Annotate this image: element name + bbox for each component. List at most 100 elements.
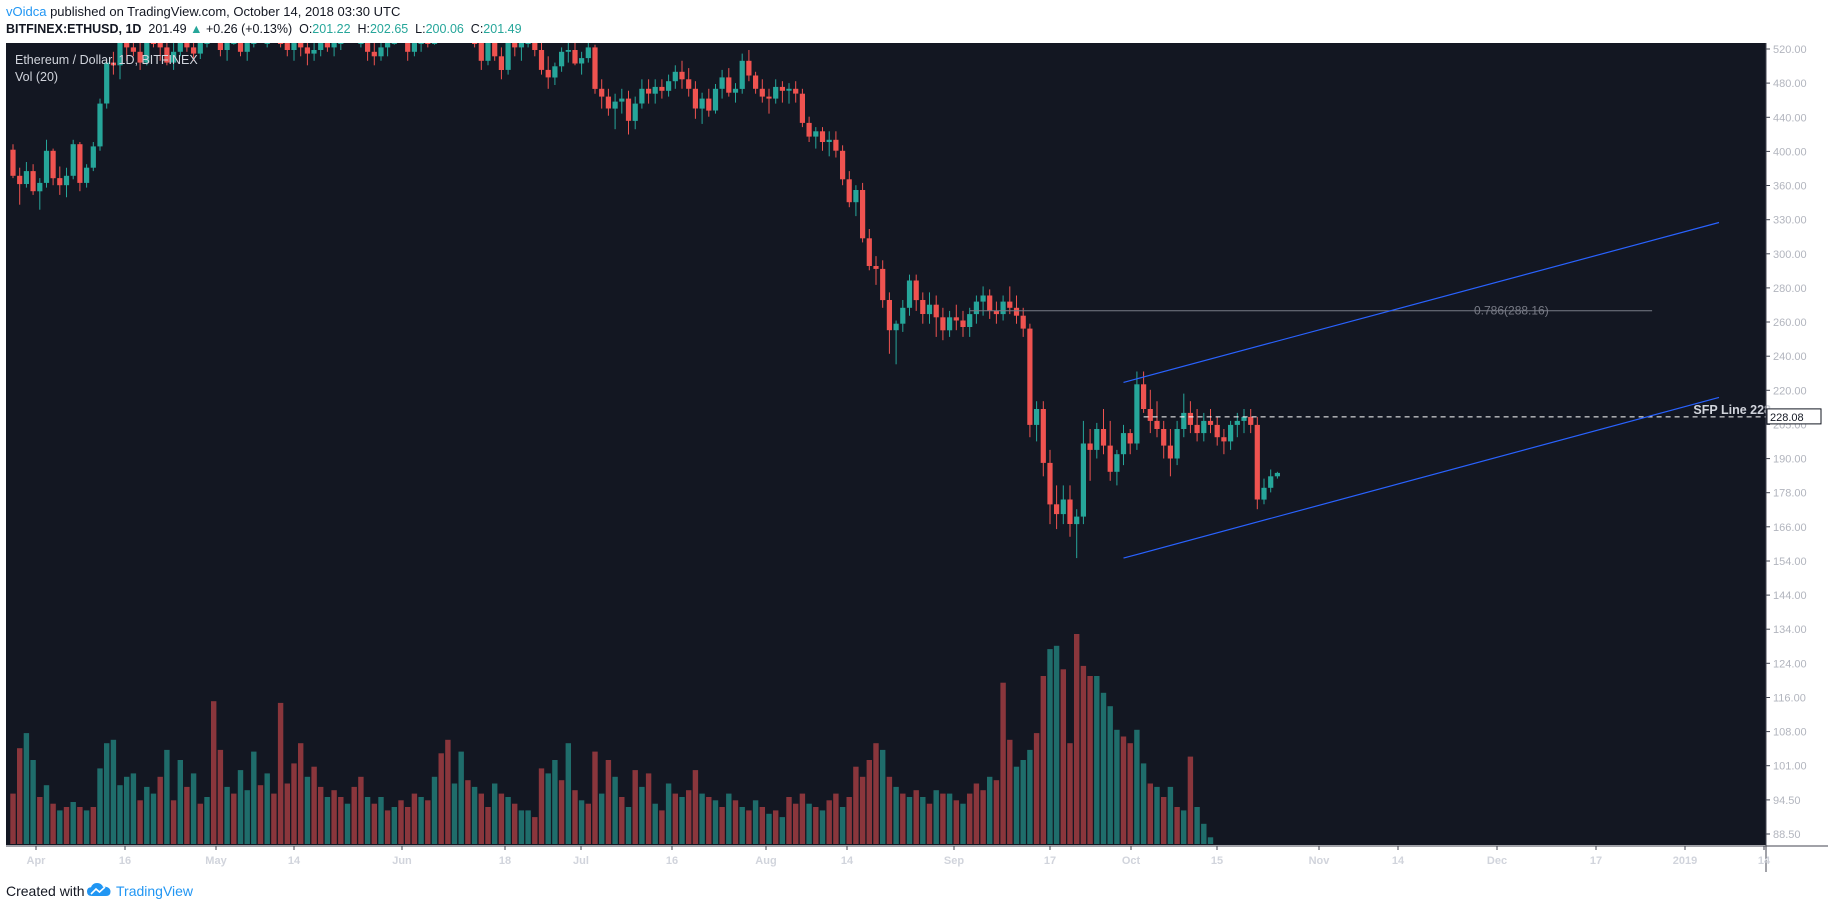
volume-bar — [485, 807, 491, 844]
volume-bar — [117, 785, 123, 844]
volume-bar — [645, 773, 652, 844]
publish-header: vOidca published on TradingView.com, Oct… — [0, 0, 1828, 44]
svg-text:228.08: 228.08 — [1770, 412, 1804, 424]
volume-bar — [378, 797, 384, 844]
volume-bar — [1087, 676, 1093, 844]
volume-bar — [813, 807, 819, 844]
volume-bar — [859, 776, 866, 844]
candle — [1040, 401, 1046, 477]
volume-bar — [779, 817, 785, 844]
price-axis[interactable]: 520.00 480.00 440.00 400.00 360.00 330.00 300.… — [1766, 44, 1822, 841]
tradingview-cloud-icon[interactable] — [86, 881, 112, 899]
volume-bar — [204, 797, 210, 844]
candle — [873, 256, 879, 285]
volume-bar — [873, 743, 879, 844]
candle — [746, 50, 752, 82]
candle — [164, 43, 170, 66]
plot-area[interactable] — [6, 43, 1766, 845]
volume-bar — [732, 800, 739, 844]
candle — [552, 62, 558, 85]
volume-bar — [893, 786, 899, 844]
volume-bar — [77, 807, 83, 844]
price-tick-label: 166.00 — [1773, 522, 1807, 534]
volume-bar — [197, 803, 203, 844]
volume-bar — [619, 797, 625, 844]
price-tick-label: 88.50 — [1773, 829, 1801, 841]
candle — [813, 127, 819, 149]
volume-bar — [37, 797, 43, 844]
candle — [786, 83, 792, 104]
volume-bar — [726, 793, 732, 844]
candle — [130, 43, 136, 57]
volume-bar — [264, 773, 270, 844]
volume-bar — [478, 793, 484, 844]
time-tick-label: Nov — [1309, 855, 1331, 867]
candle — [1067, 485, 1073, 537]
candle — [1261, 478, 1267, 505]
candle — [231, 43, 237, 45]
volume-bar — [231, 793, 237, 844]
time-axis[interactable]: Apr 16 May 14 Jun 18 Jul 16 Aug 14 Sep 17 Oct 15 Nov 14… — [27, 846, 1771, 867]
author-link[interactable]: vOidca — [6, 4, 47, 19]
candle — [10, 144, 16, 179]
candle — [960, 310, 966, 337]
candle — [766, 88, 772, 114]
candle — [518, 43, 524, 61]
volume-bar — [1187, 756, 1194, 844]
price-tick-label: 260.00 — [1773, 317, 1807, 329]
close-label: C: — [470, 22, 484, 36]
candle — [278, 43, 284, 48]
volume-bar — [773, 810, 779, 844]
volume-bar — [692, 770, 699, 844]
volume-bar — [97, 768, 103, 844]
time-tick-label: 2019 — [1673, 855, 1697, 867]
volume-bar — [960, 803, 966, 844]
candle — [251, 43, 257, 48]
open-value: 201.22 — [312, 22, 351, 36]
candle — [679, 60, 685, 89]
channel-lower-line[interactable] — [1123, 396, 1720, 559]
candle — [371, 43, 377, 66]
volume-bar — [1120, 736, 1127, 844]
volume-bar — [338, 797, 344, 844]
price-tick-label: 300.00 — [1773, 249, 1807, 261]
symbol-info: BITFINEX:ETHUSD, 1D 201.49 ▲ +0.26 (+0.1… — [6, 22, 522, 36]
candle — [23, 162, 29, 188]
volume-bar — [1053, 645, 1060, 844]
candle — [712, 84, 719, 114]
volume-bar — [498, 793, 505, 844]
volume-bar — [177, 760, 183, 844]
price-change: +0.26 (+0.13%) — [205, 22, 293, 36]
candle — [565, 43, 571, 63]
volume-bar — [70, 802, 76, 844]
candle — [57, 166, 63, 195]
volume-bar — [1107, 706, 1113, 844]
candle — [826, 131, 832, 157]
channel-upper-line[interactable] — [1123, 221, 1720, 383]
candle — [50, 148, 56, 186]
candle — [993, 301, 999, 324]
candle — [472, 43, 478, 48]
time-tick-label: 14 — [288, 855, 301, 867]
price-tick-label: 178.00 — [1773, 488, 1807, 500]
candle — [973, 295, 979, 324]
volume-bar — [304, 776, 311, 844]
tradingview-link[interactable]: TradingView — [116, 883, 194, 899]
high-label: H: — [357, 22, 370, 36]
candle — [184, 43, 190, 52]
volume-bar — [578, 800, 585, 844]
candle — [893, 320, 899, 365]
volume-indicator-label[interactable]: Vol (20) — [15, 70, 58, 84]
open-label: O: — [299, 22, 313, 36]
time-tick-label: Jul — [573, 855, 589, 867]
volume-bar — [1194, 807, 1200, 844]
volume-bar — [565, 743, 571, 844]
candle — [204, 43, 210, 48]
candle — [478, 43, 484, 70]
candle — [244, 43, 250, 61]
price-tick-label: 280.00 — [1773, 283, 1807, 295]
candle — [1060, 485, 1066, 525]
candle — [759, 79, 765, 103]
candle — [1054, 485, 1060, 530]
